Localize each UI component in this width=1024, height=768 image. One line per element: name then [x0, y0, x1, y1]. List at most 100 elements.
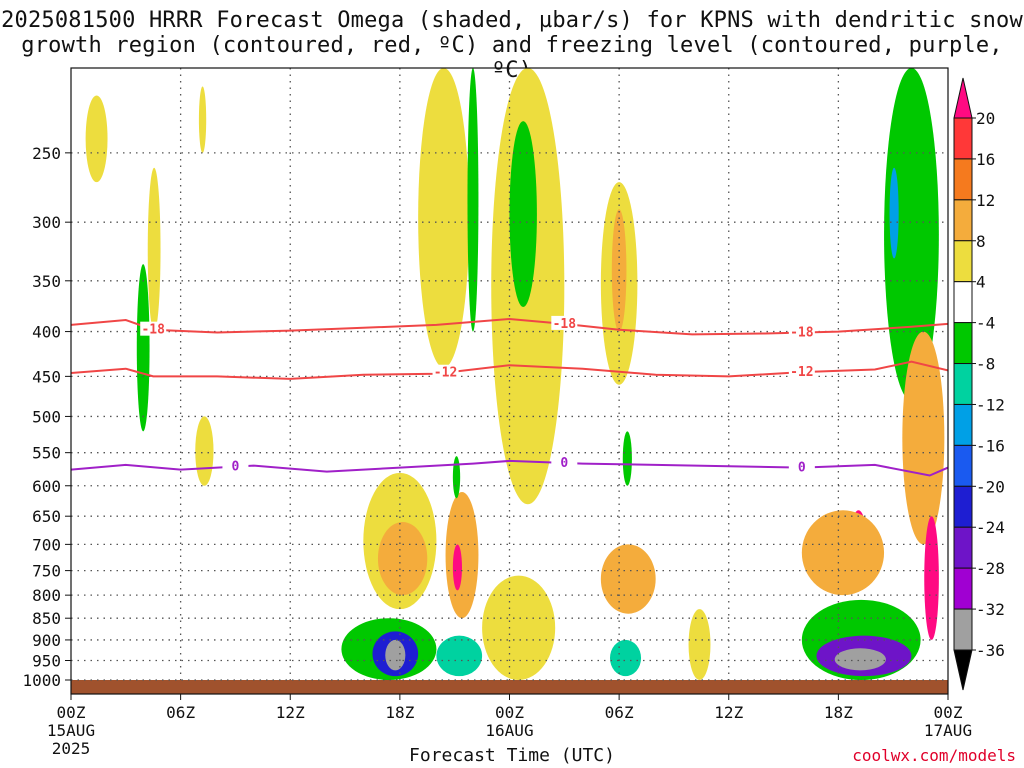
omega-region: [452, 456, 461, 499]
contour-label: -18: [141, 323, 165, 338]
x-tick-date: 17AUG: [924, 721, 972, 740]
contour-label-bg: [788, 324, 815, 339]
omega-region: [198, 86, 207, 153]
credit-link[interactable]: coolwx.com/models: [852, 746, 1016, 765]
x-tick-label: 06Z: [605, 703, 634, 722]
y-axis: 250 300 350 400 450 500 550 600 650 700 750 800 850 9…: [22, 144, 71, 690]
colorbar-label: -8: [976, 355, 995, 374]
y-tick-label: 350: [32, 272, 61, 291]
omega-region: [445, 492, 479, 619]
y-tick-label: 700: [32, 535, 61, 554]
ground-bar: [71, 680, 948, 694]
omega-region: [436, 635, 483, 677]
y-tick-label: 500: [32, 407, 61, 426]
colorbar-bin: [953, 117, 973, 160]
contour-label: -18: [790, 326, 814, 341]
colorbar-bin: [953, 526, 973, 569]
contour-line: [71, 360, 948, 380]
colorbar-bin: [953, 322, 973, 365]
omega-region: [385, 639, 406, 671]
colorbar-label: -36: [976, 641, 1005, 660]
title-line-1: 2025081500 HRRR Forecast Omega (shaded, …: [1, 8, 1023, 33]
contour-label-bg: [222, 458, 249, 473]
y-tick-label: 300: [32, 213, 61, 232]
colorbar-label: 16: [976, 150, 995, 169]
contour-label: -12: [790, 365, 813, 380]
omega-region: [889, 167, 899, 259]
omega-region: [622, 431, 632, 486]
colorbar-label: -28: [976, 559, 1005, 578]
y-tick-label: 450: [32, 367, 61, 386]
x-tick-label: 12Z: [276, 703, 305, 722]
omega-region: [377, 521, 428, 596]
colorbar-bin: [953, 608, 973, 651]
colorbar-label: -32: [976, 600, 1005, 619]
colorbar-label: -20: [976, 477, 1005, 496]
omega-region: [600, 544, 656, 614]
colorbar-label: 8: [976, 232, 986, 251]
contour-label-bg: [140, 321, 167, 336]
omega-region: [85, 95, 108, 183]
colorbar-label: -12: [976, 395, 1005, 414]
omega-region: [902, 331, 945, 545]
colorbar-label: 20: [976, 109, 995, 128]
omega-region: [195, 416, 214, 486]
x-tick-label: 18Z: [385, 703, 414, 722]
colorbar-label: -16: [976, 436, 1005, 455]
omega-region: [147, 167, 161, 332]
contour-label: 0: [798, 461, 806, 476]
colorbar-bin: [953, 158, 973, 201]
colorbar: 20 16 12 8 4 -4 -8 -12 -16 -20 -24 -28 -32 -36: [953, 77, 1005, 691]
x-tick-year: 2025: [52, 739, 91, 758]
y-tick-label: 950: [32, 651, 61, 670]
omega-region: [834, 648, 886, 671]
y-tick-label: 800: [32, 586, 61, 605]
omega-region: [482, 575, 556, 680]
y-tick-label: 600: [32, 477, 61, 496]
omega-region: [609, 639, 642, 677]
omega-region: [924, 516, 939, 640]
title-line-2: growth region (contoured, red, ºC) and f…: [21, 33, 1003, 83]
x-tick-date: 15AUG: [47, 721, 95, 740]
colorbar-bottom-arrow: [953, 649, 973, 691]
contour-label-bg: [432, 364, 459, 379]
y-tick-label: 550: [32, 444, 61, 463]
contour-label-bg: [788, 459, 815, 474]
colorbar-label: 12: [976, 191, 995, 210]
colorbar-bin: [953, 485, 973, 528]
x-tick-label: 00Z: [495, 703, 524, 722]
contour-lines: -18 -18 -18 -12 -12 0 0 0: [71, 315, 948, 477]
colorbar-label: -24: [976, 518, 1005, 537]
colorbar-bin: [953, 199, 973, 242]
omega-region: [509, 121, 537, 308]
colorbar-bin: [953, 240, 973, 283]
contour-label-bg: [551, 454, 578, 469]
y-tick-label: 750: [32, 562, 61, 581]
y-tick-label: 850: [32, 609, 61, 628]
omega-region: [467, 68, 479, 332]
y-tick-label: 400: [32, 323, 61, 342]
contour-label-bg: [788, 364, 815, 379]
x-axis-title: Forecast Time (UTC): [409, 745, 615, 766]
contour-label: -12: [434, 366, 457, 381]
x-tick-label: 00Z: [57, 703, 86, 722]
colorbar-bin: [953, 403, 973, 446]
x-tick-label: 18Z: [824, 703, 853, 722]
x-tick-date: 16AUG: [485, 721, 533, 740]
omega-region: [801, 510, 885, 596]
omega-region: [688, 609, 711, 680]
colorbar-bin: [953, 281, 973, 324]
omega-shading: [85, 68, 945, 680]
colorbar-bin: [953, 363, 973, 405]
x-tick-label: 00Z: [934, 703, 963, 722]
contour-label: 0: [560, 456, 568, 471]
contour-label: 0: [232, 460, 240, 475]
colorbar-top-arrow: [953, 77, 973, 119]
x-tick-label: 06Z: [166, 703, 195, 722]
y-tick-label: 250: [32, 144, 61, 163]
colorbar-bin: [953, 444, 973, 487]
y-tick-label: 650: [32, 507, 61, 526]
y-tick-label: 1000: [22, 671, 61, 690]
